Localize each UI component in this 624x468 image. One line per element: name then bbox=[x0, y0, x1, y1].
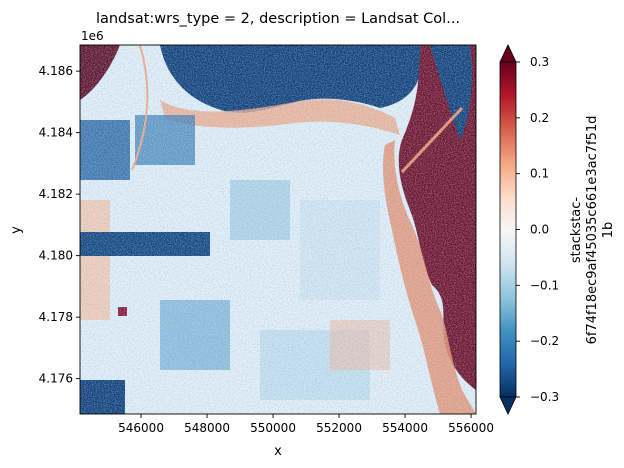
colorbar-extend-top bbox=[499, 44, 517, 63]
colorbar-tick-label: 0.0 bbox=[530, 223, 549, 237]
x-axis: 546000 548000 550000 552000 554000 556000 bbox=[118, 414, 494, 435]
colorbar-label: stackstac- 6f74f18ec9af45035c661e3ac7f51… bbox=[569, 116, 616, 345]
colorbar-tick-label: 0.2 bbox=[530, 111, 549, 125]
colorbar-body bbox=[499, 61, 517, 398]
x-axis-label: x bbox=[274, 444, 282, 459]
plot-frame bbox=[79, 44, 477, 415]
chart-title: landsat:wrs_type = 2, description = Land… bbox=[96, 11, 460, 27]
y-tick-label: 4.184 bbox=[39, 126, 73, 140]
colorbar-tick-label: 0.3 bbox=[530, 55, 549, 69]
x-tick-label: 546000 bbox=[118, 421, 164, 435]
y-tick-label: 4.180 bbox=[39, 249, 73, 263]
colorbar-tick-label: −0.3 bbox=[530, 390, 559, 404]
x-tick-label: 554000 bbox=[382, 421, 428, 435]
y-tick-label: 4.186 bbox=[39, 64, 73, 78]
colorbar: −0.3 −0.2 −0.1 0.0 0.1 0.2 0.3 stackstac- 6f74… bbox=[499, 44, 616, 415]
x-tick-label: 556000 bbox=[448, 421, 494, 435]
y-tick-label: 4.176 bbox=[39, 372, 73, 386]
y-tick-label: 4.178 bbox=[39, 310, 73, 324]
colorbar-tick-label: −0.1 bbox=[530, 278, 559, 292]
colorbar-label-line-1: stackstac- bbox=[569, 197, 584, 263]
colorbar-tick-label: −0.2 bbox=[530, 334, 559, 348]
colorbar-extend-bottom bbox=[499, 396, 517, 415]
x-tick-label: 550000 bbox=[250, 421, 296, 435]
colorbar-tick-label: 0.1 bbox=[530, 167, 549, 181]
y-axis: 4.176 4.178 4.180 4.182 4.184 4.186 bbox=[39, 64, 80, 386]
heatmap-image bbox=[80, 45, 476, 414]
y-axis-label: y bbox=[9, 226, 24, 234]
colorbar-ticks: −0.3 −0.2 −0.1 0.0 0.1 0.2 0.3 bbox=[516, 55, 559, 404]
x-tick-label: 552000 bbox=[316, 421, 362, 435]
y-offset-label: 1e6 bbox=[81, 29, 104, 43]
colorbar-label-line-3: 1b bbox=[601, 222, 616, 239]
y-tick-label: 4.182 bbox=[39, 187, 73, 201]
colorbar-label-line-2: 6f74f18ec9af45035c661e3ac7f51d bbox=[585, 116, 600, 345]
x-tick-label: 548000 bbox=[184, 421, 230, 435]
